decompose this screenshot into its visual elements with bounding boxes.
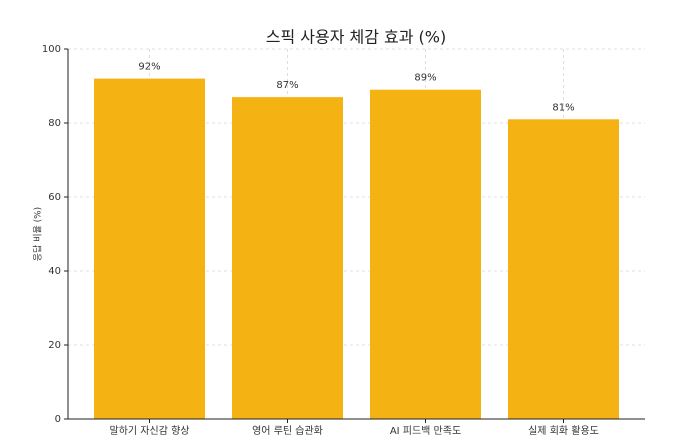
value-label: 89%	[414, 73, 436, 84]
x-tick-label: 실제 회화 활용도	[528, 424, 599, 437]
y-tick-label: 0	[55, 414, 61, 425]
value-label: 92%	[138, 62, 160, 73]
value-label: 81%	[552, 102, 574, 113]
y-tick-label: 60	[48, 192, 61, 203]
y-tick-label: 80	[48, 118, 61, 129]
bar	[232, 97, 343, 419]
y-tick-label: 100	[42, 44, 61, 55]
chart-title: 스픽 사용자 체감 효과 (%)	[266, 28, 447, 47]
value-label: 87%	[276, 80, 298, 91]
y-axis-label: 응답 비율 (%)	[32, 207, 44, 261]
bar	[94, 78, 205, 419]
x-tick-label: 말하기 자신감 향상	[110, 424, 190, 437]
y-tick-label: 40	[48, 266, 61, 277]
bar	[508, 119, 619, 420]
y-tick-label: 20	[48, 340, 61, 351]
bar	[370, 89, 481, 419]
x-tick-label: AI 피드백 만족도	[390, 425, 461, 437]
x-tick-label: 영어 루틴 습관화	[252, 425, 323, 437]
